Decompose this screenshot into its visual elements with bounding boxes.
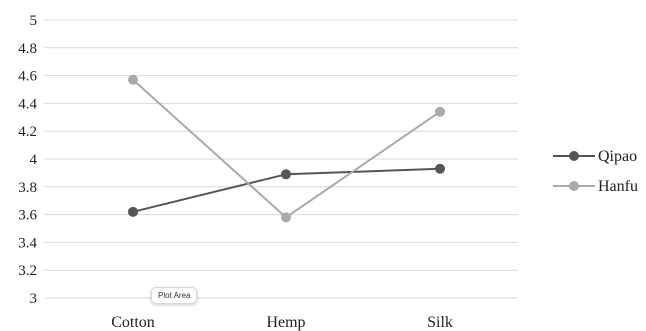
series-qipao <box>128 163 445 217</box>
series-lines <box>128 74 445 223</box>
data-point <box>128 74 138 85</box>
series-line <box>132 79 441 219</box>
y-tick-label: 3.2 <box>18 263 37 279</box>
y-tick-label: 4.6 <box>18 69 37 85</box>
x-category-label: Cotton <box>111 314 155 331</box>
y-tick-label: 4 <box>30 152 38 168</box>
y-tick-label: 5 <box>30 13 38 29</box>
data-point <box>281 212 291 223</box>
y-tick-label: 4.2 <box>18 124 37 140</box>
x-axis-category-labels: Cotton Hemp Silk <box>111 314 453 331</box>
y-tick-label: 3.4 <box>18 235 37 251</box>
y-tick-label: 3.6 <box>18 208 37 224</box>
legend-swatch-marker <box>569 151 579 161</box>
legend-item: Qipao <box>553 148 637 165</box>
y-tick-label: 3 <box>30 291 38 307</box>
data-point <box>435 106 445 117</box>
data-point <box>435 163 445 174</box>
y-tick-label: 3.8 <box>18 180 37 196</box>
series-hanfu <box>128 74 445 223</box>
x-category-label: Hemp <box>266 314 305 331</box>
legend-label: Qipao <box>598 148 637 165</box>
y-axis-tick-labels: 3 3.2 3.4 3.6 3.8 4 4.2 4.4 4.6 4.8 5 <box>18 13 37 307</box>
data-point <box>281 169 291 180</box>
plot-area-tooltip: Plot Area <box>151 287 198 304</box>
y-tick-label: 4.8 <box>18 41 37 57</box>
y-tick-label: 4.4 <box>18 96 37 112</box>
data-point <box>128 206 138 217</box>
x-category-label: Silk <box>427 314 453 331</box>
legend: Qipao Hanfu <box>553 148 638 195</box>
legend-item: Hanfu <box>553 178 638 195</box>
gridlines <box>44 19 518 299</box>
legend-swatch-marker <box>569 181 579 191</box>
legend-label: Hanfu <box>598 178 638 195</box>
